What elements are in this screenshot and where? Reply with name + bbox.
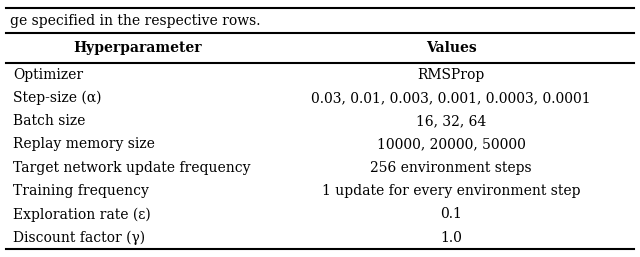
Text: Exploration rate (ε): Exploration rate (ε): [13, 207, 150, 222]
Text: Values: Values: [426, 41, 477, 55]
Text: 0.03, 0.01, 0.003, 0.001, 0.0003, 0.0001: 0.03, 0.01, 0.003, 0.001, 0.0003, 0.0001: [312, 91, 591, 105]
Text: Batch size: Batch size: [13, 114, 85, 128]
Text: 16, 32, 64: 16, 32, 64: [416, 114, 486, 128]
Text: 10000, 20000, 50000: 10000, 20000, 50000: [377, 137, 525, 151]
Text: Hyperparameter: Hyperparameter: [74, 41, 202, 55]
Text: 0.1: 0.1: [440, 207, 462, 221]
Text: Replay memory size: Replay memory size: [13, 137, 155, 151]
Text: 1.0: 1.0: [440, 231, 462, 245]
Text: 1 update for every environment step: 1 update for every environment step: [322, 184, 580, 198]
Text: ge specified in the respective rows.: ge specified in the respective rows.: [10, 14, 260, 27]
Text: Optimizer: Optimizer: [13, 68, 83, 82]
Text: Step-size (α): Step-size (α): [13, 91, 101, 105]
Text: 256 environment steps: 256 environment steps: [371, 161, 532, 175]
Text: Training frequency: Training frequency: [13, 184, 148, 198]
Text: Target network update frequency: Target network update frequency: [13, 161, 250, 175]
Text: RMSProp: RMSProp: [417, 68, 485, 82]
Text: Discount factor (γ): Discount factor (γ): [13, 231, 145, 245]
